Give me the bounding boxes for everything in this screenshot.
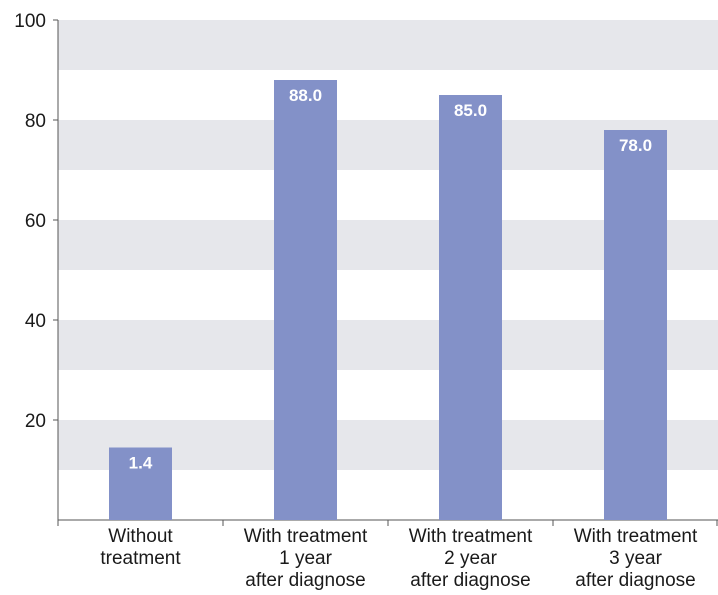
x-tick-label: treatment xyxy=(100,548,181,569)
bar xyxy=(439,95,502,520)
bar xyxy=(274,80,337,520)
x-tick-label: after diagnose xyxy=(410,570,530,591)
x-tick-label: 3 year xyxy=(609,548,662,569)
data-label: 78.0 xyxy=(619,136,652,155)
x-tick-label: after diagnose xyxy=(245,570,365,591)
data-label: 88.0 xyxy=(289,86,322,105)
y-tick-label: 100 xyxy=(14,11,46,32)
bars xyxy=(109,80,667,520)
grid-band xyxy=(58,20,718,70)
x-tick-label: 1 year xyxy=(279,548,332,569)
y-tick-label: 40 xyxy=(25,311,46,332)
bar xyxy=(604,130,667,520)
x-tick-label: Without xyxy=(108,526,173,547)
bar xyxy=(109,447,172,520)
x-tick-label: 2 year xyxy=(444,548,497,569)
y-tick-label: 20 xyxy=(25,411,46,432)
x-tick-label: With treatment xyxy=(244,526,368,547)
x-tick-label: after diagnose xyxy=(575,570,695,591)
x-tick-label: With treatment xyxy=(409,526,533,547)
data-label: 1.4 xyxy=(129,454,153,473)
y-tick-label: 80 xyxy=(25,111,46,132)
data-label: 85.0 xyxy=(454,101,487,120)
y-tick-label: 60 xyxy=(25,211,46,232)
x-tick-label: With treatment xyxy=(574,526,698,547)
